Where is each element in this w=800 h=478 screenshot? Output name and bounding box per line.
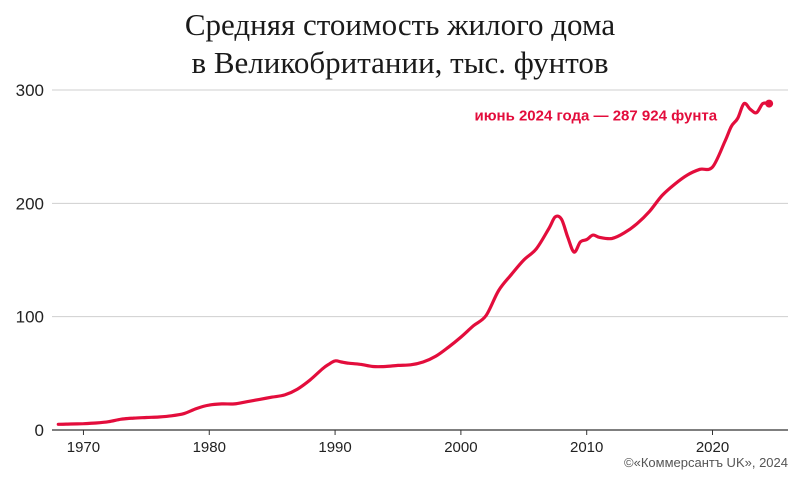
- chart-title: Средняя стоимость жилого дома в Великобр…: [0, 6, 800, 82]
- end-point-marker: [765, 99, 774, 108]
- y-tick-label: 0: [35, 421, 44, 440]
- x-tick-label: 1980: [193, 439, 226, 456]
- y-tick-label: 100: [16, 308, 44, 327]
- x-tick-label: 1970: [67, 439, 100, 456]
- x-tick-label: 1990: [318, 439, 351, 456]
- chart-title-line-1: Средняя стоимость жилого дома: [184, 7, 616, 42]
- grid-lines: [52, 89, 788, 431]
- y-tick-label: 300: [16, 81, 44, 100]
- chart-title-line-2: в Великобритании, тыс. фунтов: [191, 45, 609, 80]
- x-tick-label: 2020: [696, 439, 729, 456]
- x-tick-label: 2000: [444, 439, 477, 456]
- x-tick-label: 2010: [570, 439, 603, 456]
- x-axis: 1970 1980 1990 2000 2010 2020: [67, 430, 729, 456]
- chart-annotation: июнь 2024 года — 287 924 фунта: [474, 108, 717, 125]
- y-tick-label: 200: [16, 194, 44, 213]
- y-axis: 0 100 200 300: [16, 81, 44, 440]
- series-line: [56, 101, 771, 426]
- credit-text: ©«Коммерсантъ UK», 2024: [624, 455, 788, 470]
